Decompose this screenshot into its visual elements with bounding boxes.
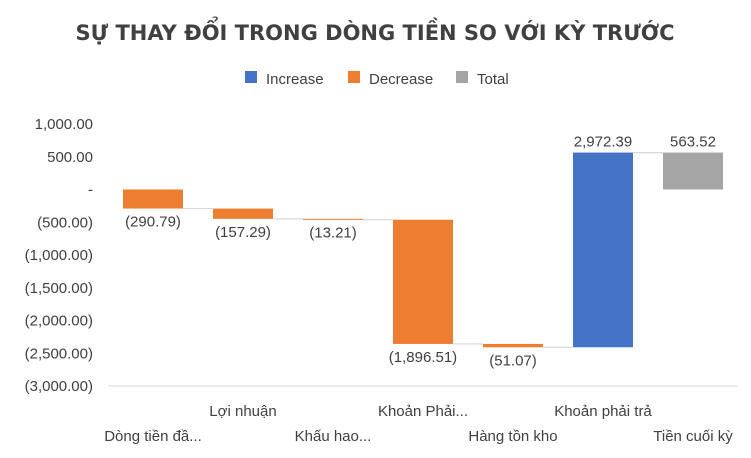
x-axis-categories: Dòng tiền đầ... Lợi nhuận Khấu hao... Khoản…: [104, 403, 733, 445]
legend-label-total: Total: [477, 71, 509, 88]
y-tick-label: (2,000.00): [25, 313, 93, 330]
y-axis: 1,000.00 500.00 - (500.00) (1,000.00) (1,500.…: [25, 116, 93, 395]
y-tick-label: (500.00): [37, 214, 93, 231]
legend: Increase Decrease Total: [245, 71, 509, 88]
y-tick-label: -: [88, 182, 93, 199]
y-tick-label: (2,500.00): [25, 345, 93, 362]
bar-decrease: [393, 219, 453, 344]
x-category-label: Tiền cuối kỳ: [653, 428, 733, 445]
bar-decrease: [213, 208, 273, 219]
legend-swatch-total: [456, 71, 468, 83]
x-category-label: Khoản Phải...: [378, 403, 468, 420]
bar-increase: [573, 152, 633, 348]
connector-lines: [183, 151, 663, 348]
data-label: 563.52: [670, 134, 716, 151]
data-label: (290.79): [125, 214, 181, 231]
y-tick-label: 500.00: [47, 149, 93, 166]
legend-swatch-decrease: [348, 71, 360, 83]
y-tick-label: (1,500.00): [25, 280, 93, 297]
bar-decrease: [303, 218, 363, 220]
legend-label-decrease: Decrease: [369, 71, 433, 88]
bar-decrease: [123, 189, 183, 209]
bars: [123, 152, 723, 348]
data-label: (157.29): [215, 224, 271, 241]
legend-swatch-increase: [245, 71, 257, 83]
x-category-label: Dòng tiền đầ...: [104, 428, 202, 445]
x-category-label: Khấu hao...: [295, 428, 372, 445]
data-label: (1,896.51): [389, 349, 457, 366]
data-label: (13.21): [309, 225, 357, 242]
data-label: 2,972.39: [574, 134, 632, 151]
x-category-label: Khoản phải trả: [554, 403, 652, 420]
y-tick-label: (3,000.00): [25, 378, 93, 395]
x-category-label: Hàng tồn kho: [468, 428, 557, 445]
legend-label-increase: Increase: [266, 71, 324, 88]
data-label: (51.07): [489, 352, 537, 369]
y-tick-label: (1,000.00): [25, 247, 93, 264]
data-labels: (290.79) (157.29) (13.21) (1,896.51) (51.07)…: [125, 134, 716, 370]
bar-total: [663, 152, 723, 190]
x-category-label: Lợi nhuận: [209, 403, 276, 420]
y-tick-label: 1,000.00: [35, 116, 93, 133]
bar-decrease: [483, 343, 543, 348]
chart-title: SỰ THAY ĐỔI TRONG DÒNG TIỀN SO VỚI KỲ TR…: [75, 16, 674, 45]
